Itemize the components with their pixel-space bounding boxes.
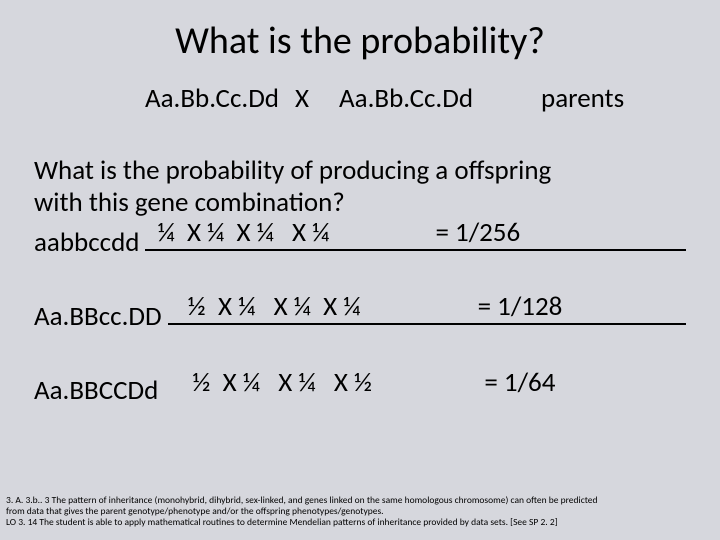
cross-symbol: X xyxy=(295,82,309,115)
parent1-genotype: Aa.Bb.Cc.Dd xyxy=(145,82,279,115)
genotype-3: Aa.BBCCDd xyxy=(34,374,158,407)
result-2: = 1/128 xyxy=(478,290,563,323)
footnote-3: LO 3. 14 The student is able to apply ma… xyxy=(6,517,714,528)
expr-3: ½ X ¼ X ¼ X ½ xyxy=(192,366,372,399)
calc-row-2: Aa.BBcc.DD ½ X ¼ X ¼ X ¼ = 1/128 xyxy=(0,295,720,333)
genotype-1: aabbccdd xyxy=(34,226,139,259)
footnotes: 3. A. 3.b.. 3 The pattern of inheritance… xyxy=(6,495,714,528)
expr-1: ¼ X ¼ X ¼ X ¼ xyxy=(151,216,329,249)
underline-2: ½ X ¼ X ¼ X ¼ = 1/128 xyxy=(168,295,686,325)
result-3: = 1/64 xyxy=(484,366,555,399)
question-line1: What is the probability of producing a o… xyxy=(34,155,686,187)
parents-label: parents xyxy=(541,82,624,115)
underline-3: ½ X ¼ X ¼ X ½ = 1/64 xyxy=(164,369,686,399)
page-title: What is the probability? xyxy=(0,0,720,74)
parent2-genotype: Aa.Bb.Cc.Dd xyxy=(339,82,473,115)
result-1: = 1/256 xyxy=(435,216,520,249)
parent-cross: Aa.Bb.Cc.Dd X Aa.Bb.Cc.Dd parents xyxy=(0,82,720,115)
question-text: What is the probability of producing a o… xyxy=(0,155,720,219)
calc-row-3: Aa.BBCCDd ½ X ¼ X ¼ X ½ = 1/64 xyxy=(0,369,720,407)
underline-1: ¼ X ¼ X ¼ X ¼ = 1/256 xyxy=(145,221,686,251)
expr-2: ½ X ¼ X ¼ X ¼ xyxy=(188,290,361,323)
calc-row-1: aabbccdd ¼ X ¼ X ¼ X ¼ = 1/256 xyxy=(0,221,720,259)
genotype-2: Aa.BBcc.DD xyxy=(34,300,162,333)
question-line2: with this gene combination? xyxy=(34,187,686,219)
